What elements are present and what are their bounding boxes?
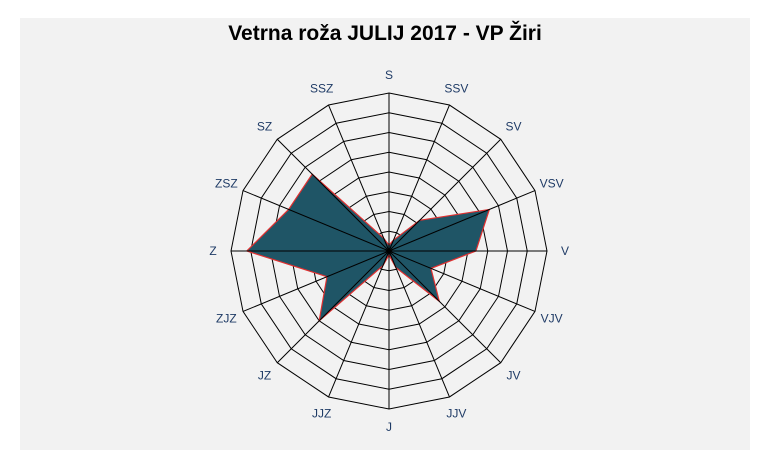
spoke-zsz	[242, 190, 390, 252]
direction-label-jz: JZ	[258, 368, 271, 382]
direction-label-ssv: SSV	[444, 81, 468, 95]
direction-label-ssz: SSZ	[310, 81, 333, 95]
spoke-jjz	[328, 250, 390, 398]
direction-label-v: V	[561, 244, 569, 258]
direction-label-vjv: VJV	[541, 311, 563, 325]
chart-area: Vetrna roža JULIJ 2017 - VP Žiri S SSV SV V…	[20, 18, 750, 450]
direction-label-sz: SZ	[257, 120, 272, 134]
spoke-sv	[388, 138, 502, 252]
spoke-ssz	[328, 104, 390, 252]
direction-label-jjz: JJZ	[312, 407, 331, 421]
direction-label-sv: SV	[505, 120, 521, 134]
radar-spokes	[231, 93, 547, 409]
direction-label-z: Z	[209, 244, 216, 258]
wind-rose-chart: S SSV SV VSV V VJV JV JJV J JJZ JZ ZJZ Z ZSZ SZ SSZ	[209, 68, 569, 434]
direction-label-j: J	[386, 420, 392, 434]
direction-label-vsv: VSV	[540, 177, 564, 191]
direction-label-zsz: ZSZ	[215, 177, 238, 191]
direction-label-jjv: JJV	[446, 407, 466, 421]
spoke-jv	[388, 250, 502, 364]
spoke-vsv	[388, 190, 536, 252]
spoke-jjv	[388, 250, 450, 398]
direction-label-jv: JV	[506, 368, 520, 382]
direction-labels: S SSV SV VSV V VJV JV JJV J JJZ JZ ZJZ Z ZSZ SZ SSZ	[209, 68, 569, 434]
spoke-sz	[276, 138, 390, 252]
spoke-ssv	[388, 104, 450, 252]
chart-title: Vetrna roža JULIJ 2017 - VP Žiri	[228, 22, 542, 45]
direction-label-s: S	[385, 68, 393, 82]
spoke-jz	[276, 250, 390, 364]
spoke-zjz	[242, 250, 390, 312]
direction-label-zjz: ZJZ	[216, 311, 237, 325]
spoke-vjv	[388, 250, 536, 312]
